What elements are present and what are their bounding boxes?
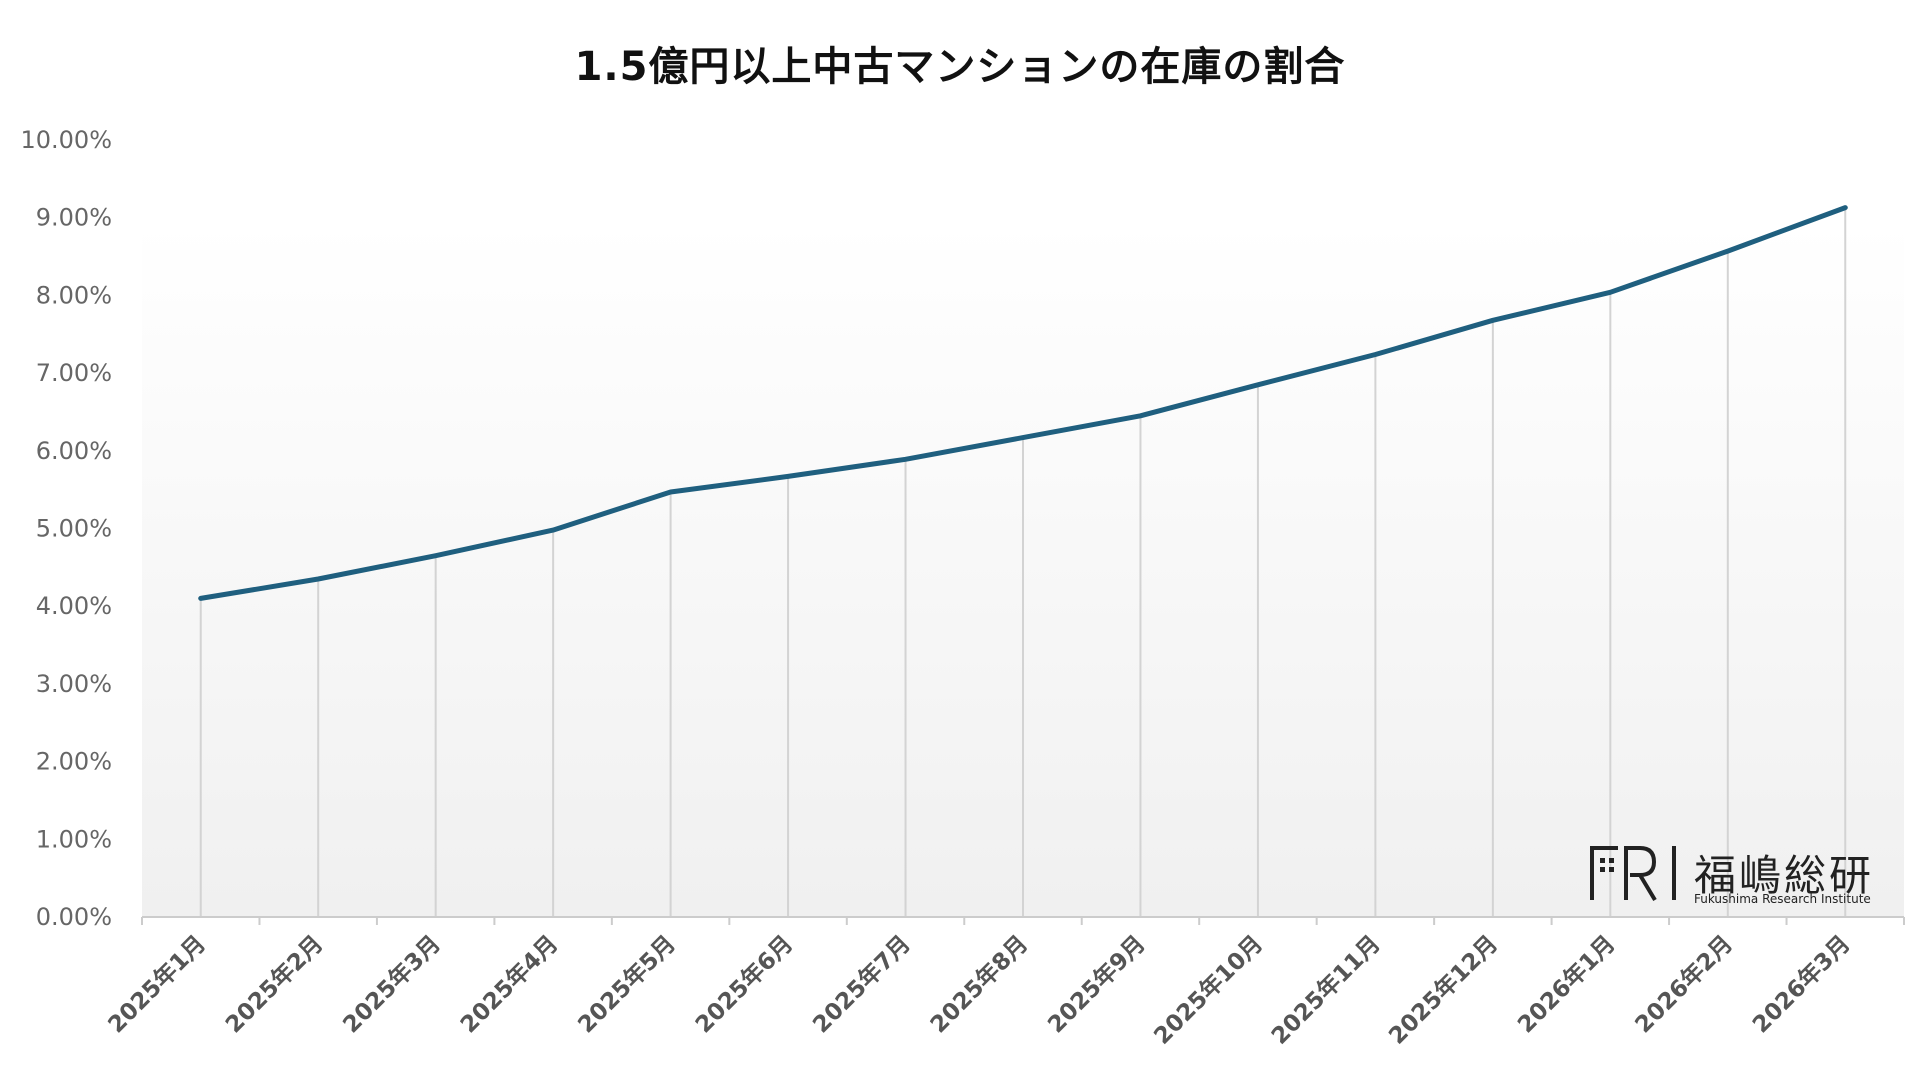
x-tick-label: 2025年8月 (925, 930, 1033, 1038)
y-tick-label: 2.00% (36, 748, 112, 776)
y-tick-label: 6.00% (36, 437, 112, 465)
y-tick-label: 3.00% (36, 670, 112, 698)
x-tick-label: 2025年4月 (455, 930, 563, 1038)
y-tick-label: 10.00% (20, 126, 112, 154)
x-axis-labels: 2025年1月 2025年2月 2025年3月 2025年4月 2025年5月 2025年… (103, 930, 1856, 1050)
x-tick-label: 2026年2月 (1630, 930, 1738, 1038)
x-tick-label: 2026年1月 (1512, 930, 1620, 1038)
x-tick-label: 2025年3月 (338, 930, 446, 1038)
y-tick-label: 7.00% (36, 359, 112, 387)
y-axis-labels: 0.00% 1.00% 2.00% 3.00% 4.00% 5.00% 6.00% 7.00%… (20, 126, 112, 931)
x-tick-label: 2025年1月 (103, 930, 211, 1038)
x-axis (141, 916, 1905, 925)
y-tick-label: 0.00% (36, 903, 112, 931)
x-tick-label: 2025年10月 (1149, 930, 1269, 1050)
chart-title: 1.5億円以上中古マンションの在庫の割合 (574, 44, 1346, 90)
x-tick-label: 2025年9月 (1042, 930, 1150, 1038)
y-tick-label: 5.00% (36, 515, 112, 543)
x-tick-label: 2025年12月 (1384, 930, 1504, 1050)
y-tick-label: 4.00% (36, 592, 112, 620)
x-tick-label: 2025年11月 (1266, 930, 1386, 1050)
x-tick-label: 2025年2月 (220, 930, 328, 1038)
logo-subtitle: Fukushima Research Institute (1694, 892, 1871, 906)
series-line (198, 205, 1848, 601)
logo-name: 福嶋総研 (1694, 851, 1875, 900)
x-tick-label: 2025年5月 (573, 930, 681, 1038)
y-tick-label: 9.00% (36, 204, 112, 232)
x-tick-label: 2025年7月 (808, 930, 916, 1038)
x-tick-label: 2025年6月 (690, 930, 798, 1038)
logo-mark-icon (1590, 846, 1676, 902)
x-tick-label: 2026年3月 (1747, 930, 1855, 1038)
logo: 福嶋総研 Fukushima Research Institute (1588, 842, 1888, 912)
y-tick-label: 1.00% (36, 825, 112, 853)
y-tick-label: 8.00% (36, 281, 112, 309)
drop-lines (199, 207, 1847, 917)
